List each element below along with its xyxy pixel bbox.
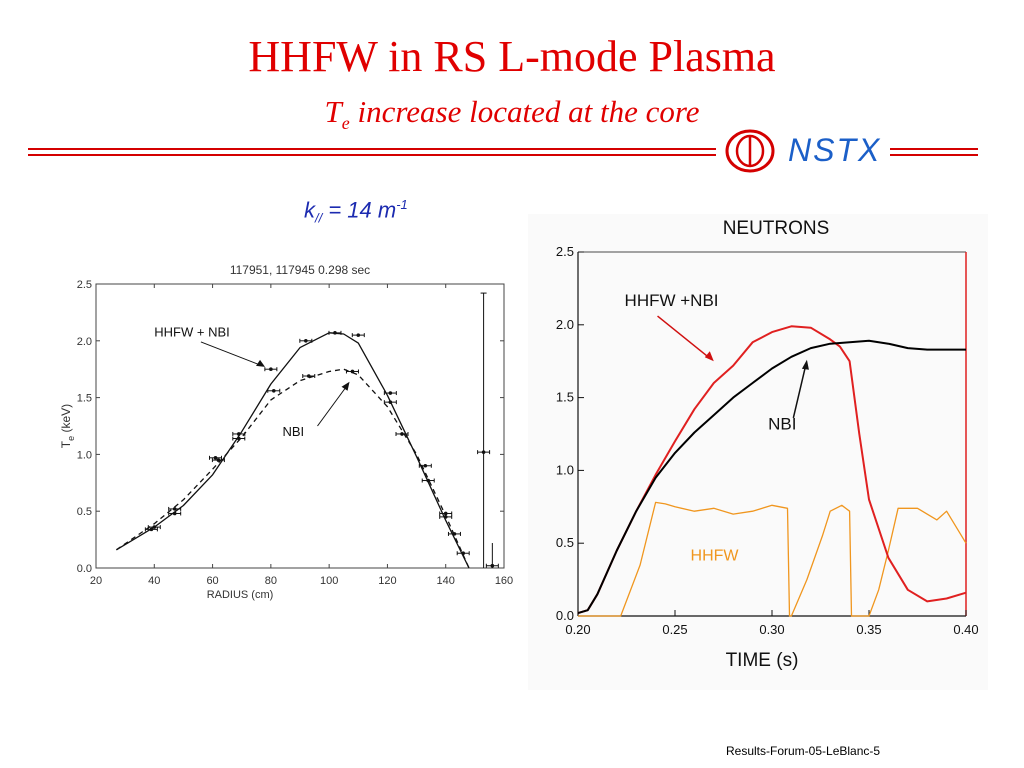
neutrons-y-tick-label: 2.5 xyxy=(556,244,574,259)
te-arrowhead-hhfw-nbi xyxy=(256,359,266,367)
neutrons-series-hhfw-line xyxy=(578,501,967,617)
te-arrow-hhfw-nbi xyxy=(200,341,263,367)
neutrons-y-tick-label: 1.0 xyxy=(556,462,574,477)
te-data-point xyxy=(350,369,355,374)
te-data-point xyxy=(333,331,337,335)
header-rule-bottom xyxy=(28,154,716,156)
neutrons-x-axis-label: TIME (s) xyxy=(726,650,799,671)
te-plot-frame xyxy=(95,283,505,569)
neutrons-x-tick-label: 0.35 xyxy=(856,622,881,637)
te-data-point xyxy=(452,532,457,536)
te-x-tick-label: 120 xyxy=(378,575,396,587)
neutrons-y-tick-label: 1.5 xyxy=(556,390,574,405)
te-label-hhfw-nbi: HHFW + NBI xyxy=(154,324,229,339)
neutrons-y-tick-label: 0.0 xyxy=(556,608,574,623)
neutrons-x-tick-label: 0.40 xyxy=(953,622,978,637)
te-arrowhead-nbi xyxy=(341,381,350,391)
slide-footer: Results-Forum-05-LeBlanc-5 xyxy=(726,744,881,758)
neutrons-label-hhfw: HHFW xyxy=(691,548,740,565)
slide-title: HHFW in RS L-mode Plasma xyxy=(248,32,776,81)
te-data-point xyxy=(426,478,431,483)
te-label-nbi: NBI xyxy=(283,424,305,439)
neutrons-label-hhfw-nbi: HHFW +NBI xyxy=(625,291,719,310)
te-y-tick-label: 1.0 xyxy=(77,449,92,461)
te-x-tick-label: 40 xyxy=(148,575,160,587)
nstx-logo-text: NSTX xyxy=(788,132,882,168)
subtitle-te-subscript: e xyxy=(341,113,350,134)
te-data-point xyxy=(216,458,221,462)
k-parallel-label: k// = 14 m-1 xyxy=(304,197,408,226)
header-rule-top xyxy=(28,148,716,150)
neutrons-arrow-hhfw-nbi xyxy=(657,315,711,359)
neutrons-x-tick-label: 0.25 xyxy=(662,622,687,637)
te-x-tick-label: 60 xyxy=(206,575,218,587)
header-rule-right-top xyxy=(890,148,978,150)
slide-subtitle: Te increase located at the core xyxy=(0,94,1024,141)
te-x-tick-label: 100 xyxy=(320,575,338,587)
te-data-point xyxy=(423,463,428,468)
neutrons-chart: NEUTRONS 0.20 0.25 0.30 0.35 0.40 0.0 0.5 1.0 1.5… xyxy=(528,214,988,690)
neutrons-chart-title: NEUTRONS xyxy=(723,218,830,239)
te-x-tick-label: 160 xyxy=(495,575,513,587)
te-data-point xyxy=(172,511,177,516)
te-arrow-nbi xyxy=(317,385,348,427)
te-data-point xyxy=(271,388,276,393)
te-y-tick-label: 2.5 xyxy=(77,279,92,291)
te-y-tick-label: 2.0 xyxy=(77,336,92,348)
te-data-point xyxy=(237,436,241,441)
te-data-point xyxy=(443,515,448,519)
te-x-tick-label: 140 xyxy=(437,575,455,587)
te-chart-title: 117951, 117945 0.298 sec xyxy=(230,263,370,277)
te-data-point xyxy=(388,391,393,395)
te-data-point xyxy=(304,339,308,343)
te-series-hhfw-nbi-line xyxy=(116,332,470,569)
subtitle-rest: increase located at the core xyxy=(349,94,700,129)
te-data-point xyxy=(443,511,448,516)
te-data-point xyxy=(149,527,154,532)
neutrons-panel-bg xyxy=(528,214,988,690)
neutrons-x-tick-label: 0.30 xyxy=(759,622,784,637)
neutrons-arrow-nbi xyxy=(792,368,806,419)
neutrons-series-nbi-line xyxy=(577,339,966,615)
te-profile-chart: 117951, 117945 0.298 sec 20 40 60 80 100 120 14… xyxy=(59,263,513,601)
te-data-point xyxy=(461,551,466,556)
te-x-tick-label: 20 xyxy=(90,575,102,587)
neutrons-y-tick-label: 0.5 xyxy=(556,535,574,550)
te-data-point xyxy=(400,432,404,436)
te-series-nbi-line xyxy=(116,368,470,569)
nstx-logo-emblem-icon xyxy=(725,129,775,173)
neutrons-y-tick-label: 2.0 xyxy=(556,317,574,332)
te-data-point xyxy=(213,456,218,460)
te-y-axis-label: Te (keV) xyxy=(59,404,76,448)
neutrons-x-tick-label: 0.20 xyxy=(565,622,590,637)
te-y-tick-label: 0.5 xyxy=(77,506,92,518)
neutrons-label-nbi: NBI xyxy=(768,415,796,434)
te-data-point xyxy=(237,432,241,436)
te-x-axis-label: RADIUS (cm) xyxy=(207,589,274,601)
neutrons-arrowhead-hhfw-nbi xyxy=(704,351,714,362)
subtitle-te: T xyxy=(324,94,342,129)
te-data-point xyxy=(306,374,311,378)
neutrons-arrowhead-nbi xyxy=(801,359,809,370)
te-data-point xyxy=(152,525,157,529)
te-data-point xyxy=(388,400,393,404)
te-data-point xyxy=(172,507,177,511)
te-y-tick-label: 0.0 xyxy=(77,563,92,575)
te-data-point xyxy=(269,367,273,371)
te-x-tick-label: 80 xyxy=(265,575,277,587)
te-y-tick-label: 1.5 xyxy=(77,393,92,405)
te-data-point xyxy=(356,333,361,337)
header-rule-right-bottom xyxy=(890,154,978,156)
